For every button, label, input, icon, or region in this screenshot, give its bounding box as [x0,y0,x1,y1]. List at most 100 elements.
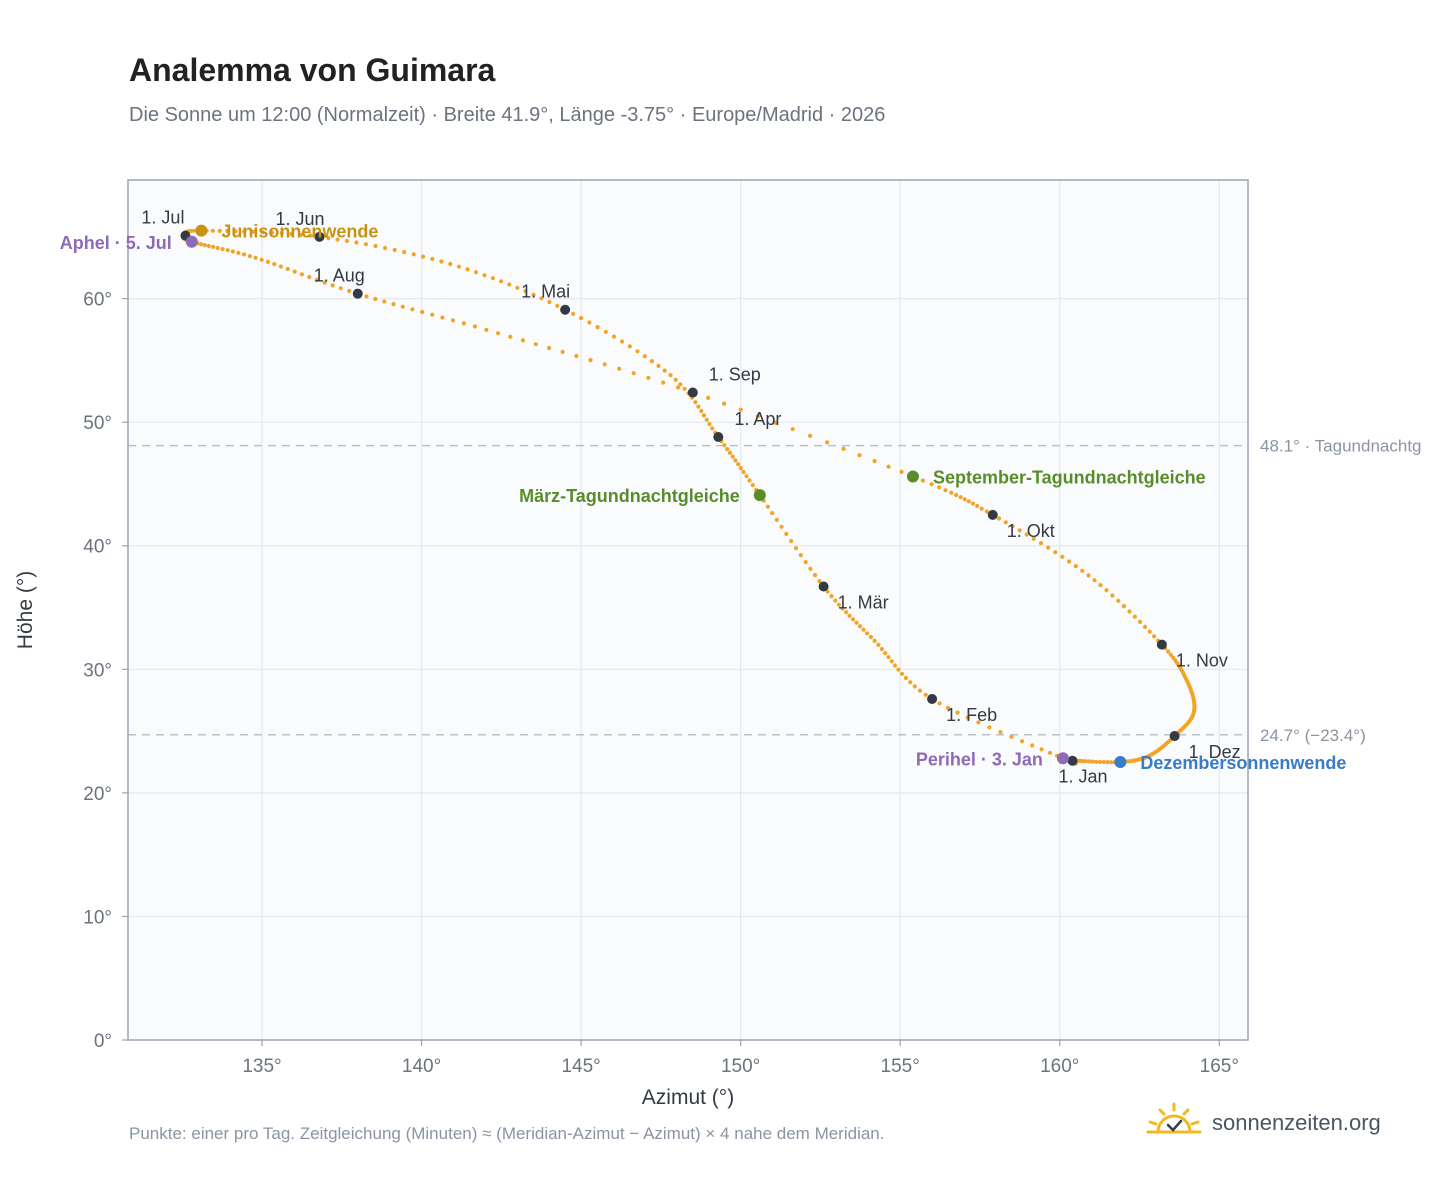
event-marker-dot [1056,752,1069,765]
daily-sun-dot [335,237,340,242]
daily-sun-dot [958,495,963,500]
daily-sun-dot [400,304,405,309]
daily-sun-dot [217,228,222,233]
daily-sun-dot [707,422,712,427]
daily-sun-dot [330,283,335,288]
grid-lines [128,180,1248,1040]
daily-sun-dot [872,459,877,464]
daily-sun-dot [710,426,715,431]
y-tick-label: 10° [83,907,112,928]
daily-sun-dot [1017,528,1022,533]
y-tick-label: 20° [83,784,112,805]
daily-sun-dot [699,408,704,414]
daily-sun-dot [1086,573,1091,578]
daily-sun-dot [1105,760,1110,765]
daily-sun-dot [750,483,755,488]
daily-sun-dot [998,730,1003,735]
daily-sun-dot [482,273,487,278]
event-label: Aphel · 5. Jul [60,233,172,253]
daily-sun-dot [872,638,877,644]
daily-sun-dot [1090,759,1095,764]
daily-sun-dot [236,250,241,255]
daily-sun-dot [1138,619,1143,625]
daily-sun-dot [326,236,331,241]
y-tick-label: 0° [94,1031,112,1052]
daily-sun-dot [825,440,830,445]
daily-sun-dot [1083,759,1088,764]
axis-ticks: 135° 140° 145° 150° 155° 160° 165° 0° 10° 20° 30° 4… [83,290,1239,1077]
daily-sun-dot [738,466,743,471]
y-tick-label: 40° [83,537,112,558]
sun-logo-icon [1146,1102,1202,1143]
daily-sun-dot [1121,604,1127,609]
x-tick-label: 160° [1040,1056,1079,1077]
daily-sun-dot [836,602,842,607]
daily-sun-dot [210,228,215,233]
month-marker-dot [314,231,325,242]
daily-sun-dot [539,296,544,301]
daily-sun-dot [1038,541,1044,546]
x-axis-label: Azimut (°) [642,1086,734,1109]
daily-sun-dot [730,454,735,459]
month-marker-label: 1. Feb [946,705,997,725]
daily-sun-dot [270,230,275,235]
daily-sun-dot [555,303,560,308]
daily-sun-dot [215,245,220,251]
daily-sun-dot [533,342,538,347]
daily-sun-dot [440,315,445,320]
daily-sun-dot [225,228,230,234]
daily-sun-dot [937,485,942,490]
event-label: Junisonnenwende [221,222,378,242]
daily-sun-dot [661,380,666,385]
daily-sun-dot [976,720,981,725]
daily-sun-dot [857,453,862,458]
event-label: Perihel · 3. Jan [916,749,1043,769]
daily-sun-dot [929,482,934,487]
daily-sun-dot [949,490,954,495]
daily-sun-dot [292,269,297,274]
event-marker-dot [195,224,208,237]
daily-sun-dot [490,276,495,281]
daily-sun-dot [373,243,378,249]
daily-sun-dot [673,377,678,382]
brand[interactable]: sonnenzeiten.org [1146,1102,1381,1143]
month-marker-label: 1. Apr [734,409,781,429]
daily-sun-dot [448,261,453,267]
daily-sun-dot [808,566,813,571]
daily-sun-dot [678,382,683,387]
daily-sun-dot [1098,583,1103,588]
daily-sun-dot [635,349,640,354]
daily-sun-dot [704,417,709,422]
daily-sun-dot [784,531,789,537]
daily-sun-dot [1031,536,1036,541]
month-marker-label: 1. Aug [314,266,365,286]
daily-sun-dot [733,458,738,463]
event-label: September-Tagundnachtgleiche [933,468,1206,488]
daily-sun-dot [1092,578,1097,583]
daily-sun-dot [247,254,252,259]
y-tick-label: 60° [83,290,112,311]
daily-sun-dot [461,321,466,326]
daily-sun-dot [954,492,959,498]
reference-line-label: 48.1° · Tagundnachtg [1260,437,1422,456]
daily-sun-dot [997,516,1002,521]
daily-sun-dot [682,386,687,391]
daily-sun-dot [410,307,415,312]
daily-sun-dot [1010,524,1015,529]
daily-sun-dot [912,684,917,689]
daily-sun-dot [307,274,312,280]
daily-sun-dot [484,327,489,332]
daily-sun-dot [472,324,477,329]
daily-sun-dot [892,663,898,668]
daily-sun-dot [889,659,894,664]
daily-sun-dot [861,627,866,632]
month-marker-dot [987,509,998,520]
daily-sun-dot [602,362,607,367]
daily-sun-dot [987,725,992,730]
daily-sun-dot [260,230,265,235]
reference-lines: 48.1° · Tagundnachtg 24.7° (−23.4°) [128,437,1422,745]
daily-sun-dot [765,504,771,509]
daily-sun-dot [547,299,552,305]
daily-sun-dot [579,316,584,321]
daily-sun-dot [499,279,504,284]
